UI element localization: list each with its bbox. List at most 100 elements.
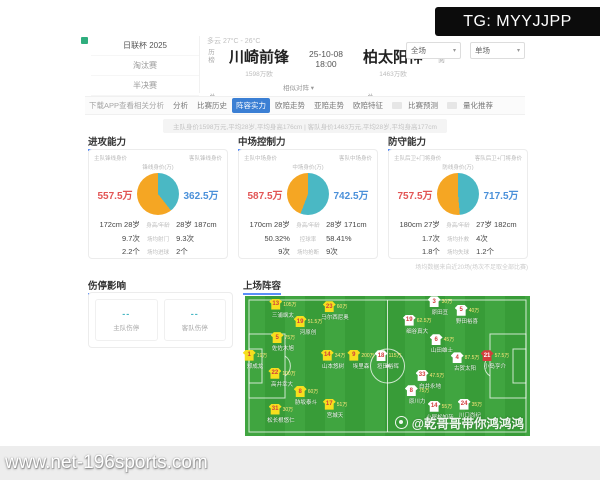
player-name: 细谷真大 [406,328,429,335]
player-value: 115万 [388,353,402,360]
stat-right: 9.3次 [176,233,195,243]
player-name: 古贺太阳 [454,366,477,373]
tab-0[interactable]: 下载APP查看相关分析 [89,101,165,110]
midfield-home-value: 587.5万 [247,190,283,202]
player-name: 宫城天 [326,412,344,419]
player-name: 高井幸大 [271,381,294,388]
player-marker-away-3: 3 30万 原田亘 [417,296,463,316]
attack-home-value: 557.5万 [97,190,133,202]
jersey-icon: 19 [293,316,307,327]
jersey-icon: 19 [402,314,416,326]
match-header: 日联杯 2025 淘汰赛 半决赛 多云 27°C - 26°C 历榜 川崎前锋 … [85,36,525,127]
jersey-icon: 14 [427,400,441,412]
tab-3[interactable]: 阵容实力 [232,98,271,113]
player-name: 山本悠树 [322,363,345,370]
player-value: 200万 [361,352,375,359]
player-marker-away-8: 8 75万 原川力 [394,385,440,405]
stat-left: 9.7次 [121,233,140,243]
similar-matches-dropdown[interactable]: 相似对阵 ▾ [283,85,315,92]
weibo-watermark: @乾哥哥带你鸿鸿鸿 [394,413,524,432]
player-name: 山田雄士 [430,348,453,355]
player-name: 郑成龙 [246,363,264,370]
match-date: 25-10-08 [308,49,344,59]
tg-watermark: TG: MYYJJPP [435,7,600,36]
player-marker-away-18: 18 115万垣田裕晖 [365,350,411,370]
home-side-label[interactable]: 历榜 [208,49,215,64]
stat-label: 身高/年龄 [446,223,470,229]
player-marker-away-19: 19 62.5万细谷真大 [394,314,440,335]
player-name: 川口尚纪 [458,412,481,419]
jersey-icon: 33 [415,369,429,381]
player-value: 62.5万 [416,317,432,324]
home-team[interactable]: 川崎前锋 1598万欧 [217,46,301,78]
player-name: 胁坂泰斗 [294,400,317,406]
player-value: 47.5万 [429,372,445,379]
player-marker-home-1: 1 19万 郑成龙 [232,349,278,370]
away-injury-box: -- 客队伤停 [163,299,226,341]
player-marker-home-5: 5 75万 佐佐木旭 [260,332,306,352]
player-marker-gk-21: 21 57.5万 小岛亨介 [472,350,518,370]
player-marker-home-22: 22 100万 高井幸大 [259,367,305,388]
league-name[interactable]: 日联杯 2025 [91,36,199,56]
player-value: 51.5万 [307,319,323,325]
defense-pie-chart [437,173,479,215]
player-name: 原田亘 [431,310,449,317]
stat-left: 172cm 28岁 [99,220,140,229]
player-value: 75万 [284,335,296,342]
tab-badge-icon [392,102,403,109]
stat-label: 身高/年龄 [146,223,170,229]
jersey-icon: 5 [454,304,468,316]
defense-home-label: 主队后卫+门将身价 [394,156,442,162]
stat-label: 身高/年龄 [296,223,320,229]
tab-5[interactable]: 亚赔走势 [314,101,345,110]
player-marker-home-9: 9 200万 埃里森 [338,349,384,370]
player-name: 马尔西尼奥 [321,315,349,322]
player-marker-away-4: 4 87.5万 古贺太阳 [442,352,488,372]
stat-label: 控球率 [299,236,317,243]
match-time-text: 18:00 [315,59,337,69]
home-team-name[interactable]: 川崎前锋 [228,49,289,66]
scope-select-value: 全场 [411,46,426,55]
stat-right: 27岁 182cm [476,220,517,229]
chevron-down-icon: ▾ [452,48,456,54]
player-name: 小岛亨介 [483,364,506,371]
home-injury-value: -- [122,308,131,319]
jersey-icon: 23 [322,301,336,313]
player-value: 30万 [282,406,294,413]
league-stage: 半决赛 [91,76,199,96]
player-name: 垣田裕晖 [377,364,400,371]
stat-left: 180cm 27岁 [399,220,440,229]
stat-row: 2.2个 场均进球 2个 [94,246,222,260]
jersey-icon: 18 [374,350,388,362]
player-marker-away-14: 14 55万 小屋松知哉 [417,400,463,421]
player-name: 河原创 [299,330,317,336]
tab-1[interactable]: 分析 [173,101,189,110]
stat-row: 9次 场均抢断 9次 [244,246,372,260]
defense-pie-label: 防线身价(万) [442,165,474,171]
away-team-value: 1463万欧 [379,71,407,78]
tab-4[interactable]: 欧赔走势 [275,101,306,110]
squad-value-text: 主队身价1598万元,平均28岁,平均身高176cm | 客队身价1463万元,… [163,119,447,133]
scope-select[interactable]: 全场 ▾ [406,42,461,59]
stat-label: 场均扑救 [447,236,470,243]
league-round: 淘汰赛 [91,56,199,76]
midfield-away-label: 客队中场身价 [338,156,372,162]
player-marker-away-33: 33 47.5万 白井永地 [407,369,453,390]
stat-right: 58.41% [326,233,352,243]
tab-6[interactable]: 欧赔特征 [353,101,384,110]
tab-8[interactable]: 量化推荐 [463,101,494,110]
stat-left: 1.8个 [421,247,440,256]
player-name: 小屋松知哉 [426,414,454,421]
stat-left: 50.32% [264,233,290,243]
stat-right: 28岁 171cm [326,220,367,229]
tab-7[interactable]: 比赛预测 [408,101,439,110]
midfield-away-value: 742.5万 [333,190,369,202]
jersey-icon: 9 [347,349,361,361]
defense-panel: 主队后卫+门将身价 客队后卫+门将身价 防线身价(万) 757.5万 717.5… [388,149,528,259]
jersey-icon: 31 [268,403,282,415]
mode-select[interactable]: 单场 ▾ [470,42,525,59]
stat-row: 50.32% 控球率 58.41% [244,233,372,247]
tab-2[interactable]: 比赛历史 [197,101,228,110]
player-value: 40万 [468,307,480,314]
panels-footnote: 场均数据来自近20场(场次不足取全部比赛) [415,265,528,271]
